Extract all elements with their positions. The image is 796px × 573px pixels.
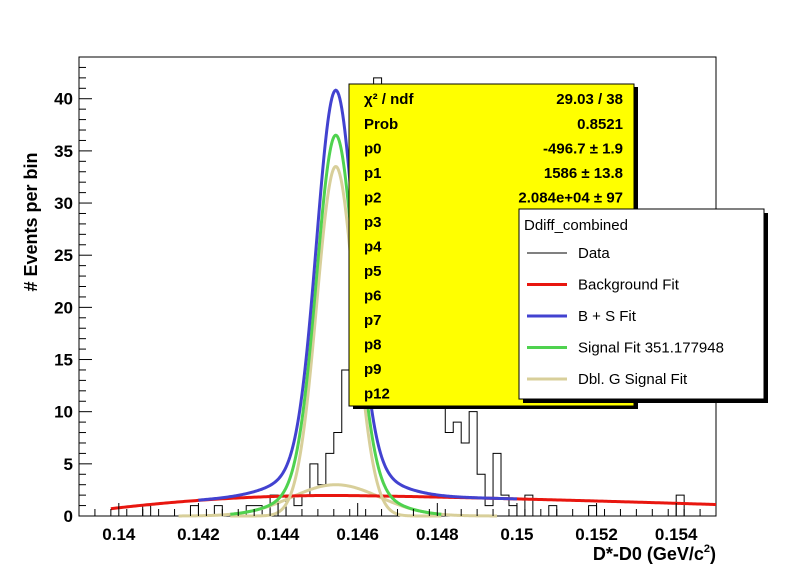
legend-entry-label: Signal Fit 351.177948 (578, 340, 724, 357)
stats-label-p5: p5 (364, 263, 382, 280)
stats-chi2-label: χ² / ndf (364, 91, 414, 108)
y-tick-label: 35 (54, 142, 73, 161)
legend-entry-label: Data (578, 245, 610, 262)
x-tick-label: 0.142 (177, 525, 220, 544)
stats-label-p2: p2 (364, 190, 382, 207)
y-axis-ticks: 0 5 10 15 20 25 30 35 40 (54, 56, 92, 526)
x-tick-label: 0.146 (336, 525, 379, 544)
signal-fit-curve (230, 133, 442, 516)
y-tick-label: 40 (54, 90, 73, 109)
legend-entry-label: B + S Fit (578, 308, 637, 325)
x-tick-label: 0.152 (575, 525, 618, 544)
x-axis-title: D*-D0 (GeV/c2) (593, 543, 716, 564)
y-tick-label: 25 (54, 246, 73, 265)
stats-value-p0: -496.7 ± 1.9 (543, 141, 623, 158)
stats-label-p3: p3 (364, 214, 382, 231)
y-tick-label: 10 (54, 403, 73, 422)
stats-label-p9: p9 (364, 361, 382, 378)
legend-entry-label: Dbl. G Signal Fit (578, 371, 688, 388)
y-tick-label: 20 (54, 298, 73, 317)
stats-label-prob: Prob (364, 116, 398, 133)
legend-title: Ddiff_combined (524, 217, 628, 234)
stats-label-p1: p1 (364, 165, 382, 182)
legend: Ddiff_combined Data Background Fit B + S F… (518, 208, 768, 403)
y-tick-label: 30 (54, 194, 73, 213)
x-axis-title-sup: 2 (704, 543, 710, 555)
legend-entry-label: Background Fit (578, 277, 680, 294)
y-tick-label: 15 (54, 351, 73, 370)
stats-label-p8: p8 (364, 337, 382, 354)
stats-label-p6: p6 (364, 288, 382, 305)
stats-value-p2: 2.084e+04 ± 97 (518, 190, 623, 207)
x-tick-label: 0.148 (416, 525, 459, 544)
legend-background (518, 208, 765, 400)
x-axis-ticks: 0.14 0.142 0.144 0.146 0.148 0.15 0.152 0.154 (78, 503, 717, 544)
stats-label-p7: p7 (364, 312, 382, 329)
stats-label-p0: p0 (364, 141, 382, 158)
y-tick-label: 0 (64, 507, 73, 526)
x-tick-label: 0.14 (102, 525, 136, 544)
stats-value-p1: 1586 ± 13.8 (544, 165, 623, 182)
stats-value-prob: 0.8521 (577, 116, 623, 133)
x-tick-label: 0.144 (257, 525, 300, 544)
x-axis-title-main: D*-D0 (GeV/c (593, 544, 704, 564)
stats-chi2-value: 29.03 / 38 (556, 91, 623, 108)
y-tick-label: 5 (64, 455, 73, 474)
y-axis-title: # Events per bin (21, 152, 41, 291)
stats-label-p4: p4 (364, 239, 382, 256)
x-axis-title-close: ) (710, 544, 716, 564)
stats-label-p12: p12 (364, 386, 390, 403)
x-tick-label: 0.15 (500, 525, 533, 544)
x-tick-label: 0.154 (655, 525, 698, 544)
dbl-g-signal-fit-curve (230, 164, 442, 518)
